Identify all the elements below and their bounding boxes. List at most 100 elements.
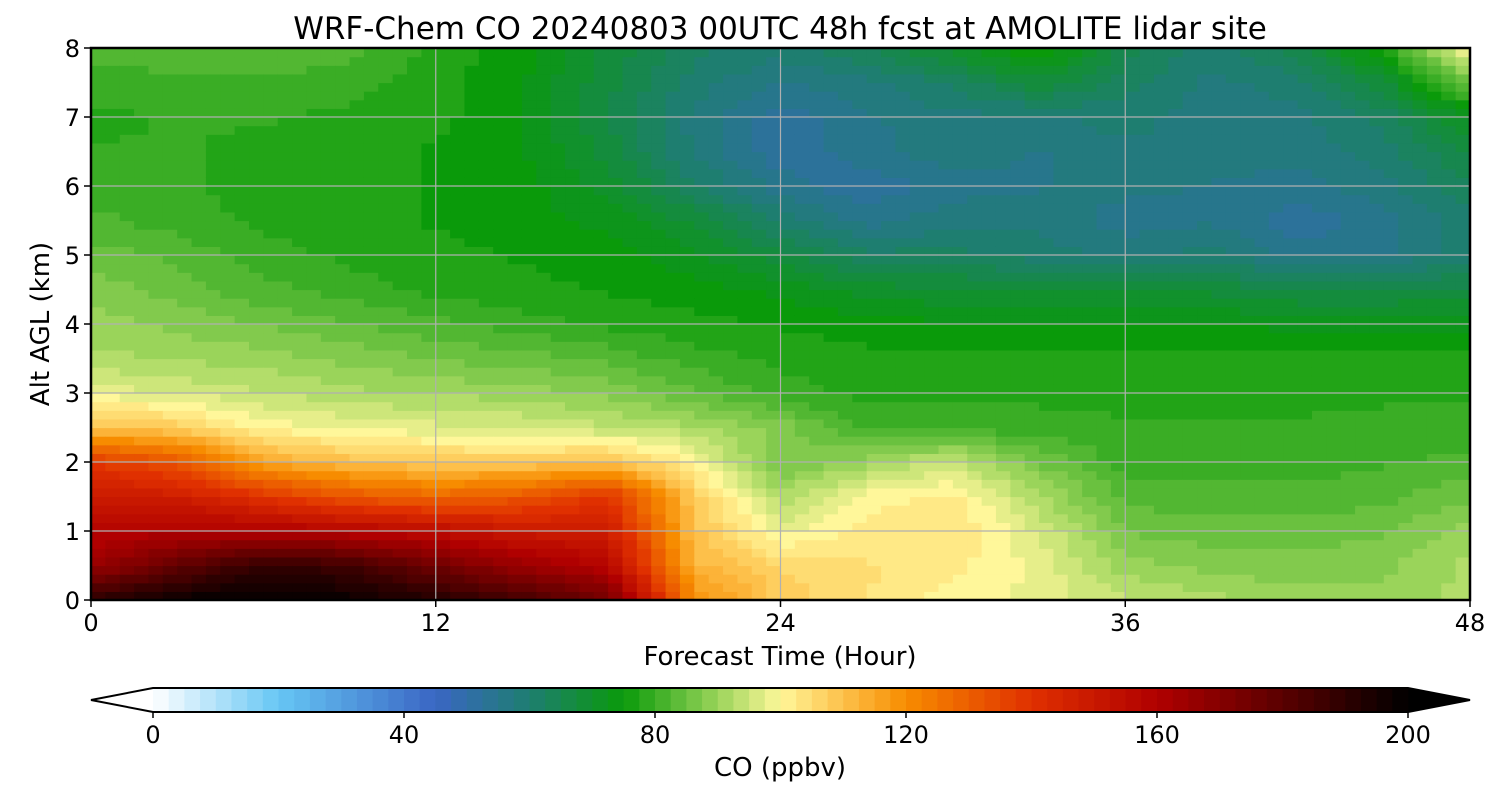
heatmap-cell xyxy=(220,548,236,558)
heatmap-cell xyxy=(967,255,983,265)
heatmap-cell xyxy=(1139,211,1155,222)
heatmap-cell xyxy=(220,168,236,178)
heatmap-cell xyxy=(249,574,264,584)
heatmap-cell xyxy=(837,513,853,523)
heatmap-cell xyxy=(134,117,150,127)
heatmap-cell xyxy=(450,117,466,127)
heatmap-cell xyxy=(1153,229,1169,239)
heatmap-cell xyxy=(507,142,523,153)
heatmap-cell xyxy=(363,401,379,411)
heatmap-cell xyxy=(766,160,782,170)
heatmap-cell xyxy=(1096,496,1112,506)
heatmap-cell xyxy=(852,108,868,118)
heatmap-cell xyxy=(636,211,652,222)
heatmap-cell xyxy=(162,341,178,351)
heatmap-cell xyxy=(134,565,150,575)
heatmap-cell xyxy=(608,306,624,316)
heatmap-cell xyxy=(694,289,710,299)
heatmap-cell xyxy=(708,306,724,316)
heatmap-cell xyxy=(1168,255,1184,265)
heatmap-cell xyxy=(478,324,494,334)
heatmap-cell xyxy=(105,280,121,291)
heatmap-cell xyxy=(1110,160,1126,170)
heatmap-cell xyxy=(751,332,767,342)
heatmap-cell xyxy=(191,470,207,480)
heatmap-cell xyxy=(981,427,997,437)
heatmap-cell xyxy=(1139,289,1155,299)
heatmap-cell xyxy=(205,160,221,170)
heatmap-cell xyxy=(995,470,1011,480)
heatmap-cell xyxy=(995,151,1011,161)
heatmap-cell xyxy=(967,505,983,515)
heatmap-cell xyxy=(550,211,566,222)
heatmap-cell xyxy=(924,117,940,127)
heatmap-cell xyxy=(263,306,279,316)
heatmap-cell xyxy=(277,125,293,135)
heatmap-cell xyxy=(708,582,724,592)
heatmap-cell xyxy=(1153,513,1169,523)
heatmap-cell xyxy=(148,272,164,282)
heatmap-cell xyxy=(105,73,121,84)
heatmap-cell xyxy=(105,117,121,127)
heatmap-cell xyxy=(550,117,566,127)
heatmap-cell xyxy=(679,453,695,463)
heatmap-cell xyxy=(320,151,336,161)
heatmap-cell xyxy=(407,65,422,75)
heatmap-cell xyxy=(550,186,566,196)
heatmap-cell xyxy=(565,548,580,558)
heatmap-cell xyxy=(234,479,250,489)
heatmap-cell xyxy=(205,48,221,58)
heatmap-cell xyxy=(1110,531,1126,541)
heatmap-cell xyxy=(1110,56,1126,66)
heatmap-cell xyxy=(593,65,609,75)
heatmap-cell xyxy=(478,367,494,377)
heatmap-cell xyxy=(694,298,710,308)
heatmap-cell xyxy=(507,384,523,394)
heatmap-cell xyxy=(1039,168,1055,178)
heatmap-cell xyxy=(407,255,422,265)
heatmap-cell xyxy=(335,203,351,213)
heatmap-cell xyxy=(881,125,897,135)
heatmap-cell xyxy=(1197,160,1213,170)
heatmap-cell xyxy=(1053,332,1069,342)
heatmap-cell xyxy=(407,73,422,84)
heatmap-cell xyxy=(450,505,466,515)
heatmap-cell xyxy=(162,418,178,429)
heatmap-cell xyxy=(1139,384,1155,394)
heatmap-cell xyxy=(493,142,509,153)
heatmap-cell xyxy=(550,427,566,437)
heatmap-cell xyxy=(1197,117,1213,127)
heatmap-cell xyxy=(636,401,652,411)
heatmap-cell xyxy=(995,306,1011,316)
heatmap-cell xyxy=(177,453,193,463)
heatmap-cell xyxy=(177,151,193,161)
heatmap-cell xyxy=(91,548,106,558)
heatmap-cell xyxy=(536,298,552,308)
heatmap-cell xyxy=(105,410,121,420)
heatmap-cell xyxy=(263,548,279,558)
heatmap-cell xyxy=(780,289,796,299)
heatmap-cell xyxy=(335,177,351,187)
heatmap-cell xyxy=(924,280,940,291)
heatmap-cell xyxy=(392,375,408,385)
heatmap-cell xyxy=(823,496,839,506)
heatmap-cell xyxy=(1197,513,1213,523)
heatmap-cell xyxy=(766,298,782,308)
heatmap-cell xyxy=(852,56,868,66)
heatmap-cell xyxy=(134,470,150,480)
heatmap-cell xyxy=(105,591,121,600)
heatmap-cell xyxy=(1039,427,1055,437)
heatmap-cell xyxy=(349,125,365,135)
heatmap-cell xyxy=(1182,65,1198,75)
heatmap-cell xyxy=(1139,401,1155,411)
heatmap-cell xyxy=(105,358,121,368)
heatmap-cell xyxy=(407,99,422,109)
heatmap-cell xyxy=(809,65,825,75)
heatmap-cell xyxy=(493,427,509,437)
heatmap-cell xyxy=(622,341,638,351)
heatmap-cell xyxy=(335,418,351,429)
heatmap-cell xyxy=(751,194,767,204)
heatmap-cell xyxy=(205,186,221,196)
heatmap-cell xyxy=(881,332,897,342)
heatmap-cell xyxy=(723,556,738,567)
